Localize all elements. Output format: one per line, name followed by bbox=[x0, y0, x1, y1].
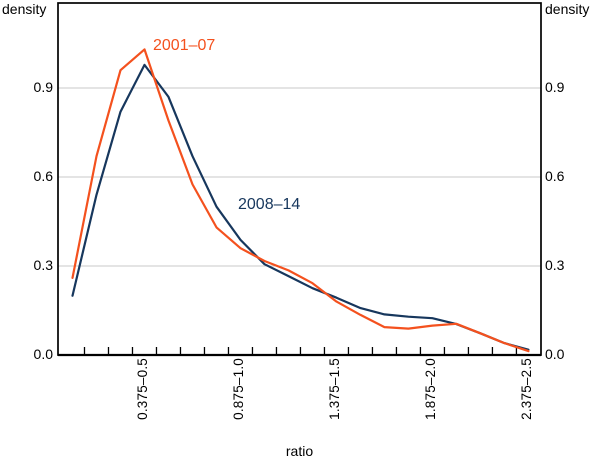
x-tick-label: 0.375–0.5 bbox=[135, 358, 151, 420]
y-tick-label-right: 0.3 bbox=[545, 256, 565, 273]
x-tick-label: 1.375–1.5 bbox=[327, 358, 343, 420]
x-tick-label: 1.875–2.0 bbox=[423, 358, 439, 420]
series-line-2001-07 bbox=[71, 48, 530, 353]
y-tick-label-right: 0.6 bbox=[545, 167, 565, 184]
x-axis-title: ratio bbox=[285, 443, 314, 459]
plot-border bbox=[57, 2, 542, 356]
series-label-2001-07: 2001–07 bbox=[153, 37, 216, 54]
x-tick-label: 0.875–1.0 bbox=[231, 358, 247, 420]
y-tick-label-left: 0.3 bbox=[33, 256, 53, 273]
y-tick-label-left: 0.0 bbox=[33, 346, 53, 362]
x-tick-label: 2.375–2.5 bbox=[519, 358, 535, 420]
y-tick-label-left: 0.6 bbox=[33, 167, 53, 184]
y-tick-label-right: 0.9 bbox=[545, 78, 565, 95]
y-tick-label-right: 0.0 bbox=[545, 346, 565, 362]
y-axis-title-right: density bbox=[545, 1, 590, 17]
y-tick-label-left: 0.9 bbox=[33, 78, 53, 95]
y-axis-title-left: density bbox=[2, 1, 47, 17]
series-line-2008-14 bbox=[71, 63, 530, 351]
series-label-2008-14: 2008–14 bbox=[238, 196, 301, 213]
